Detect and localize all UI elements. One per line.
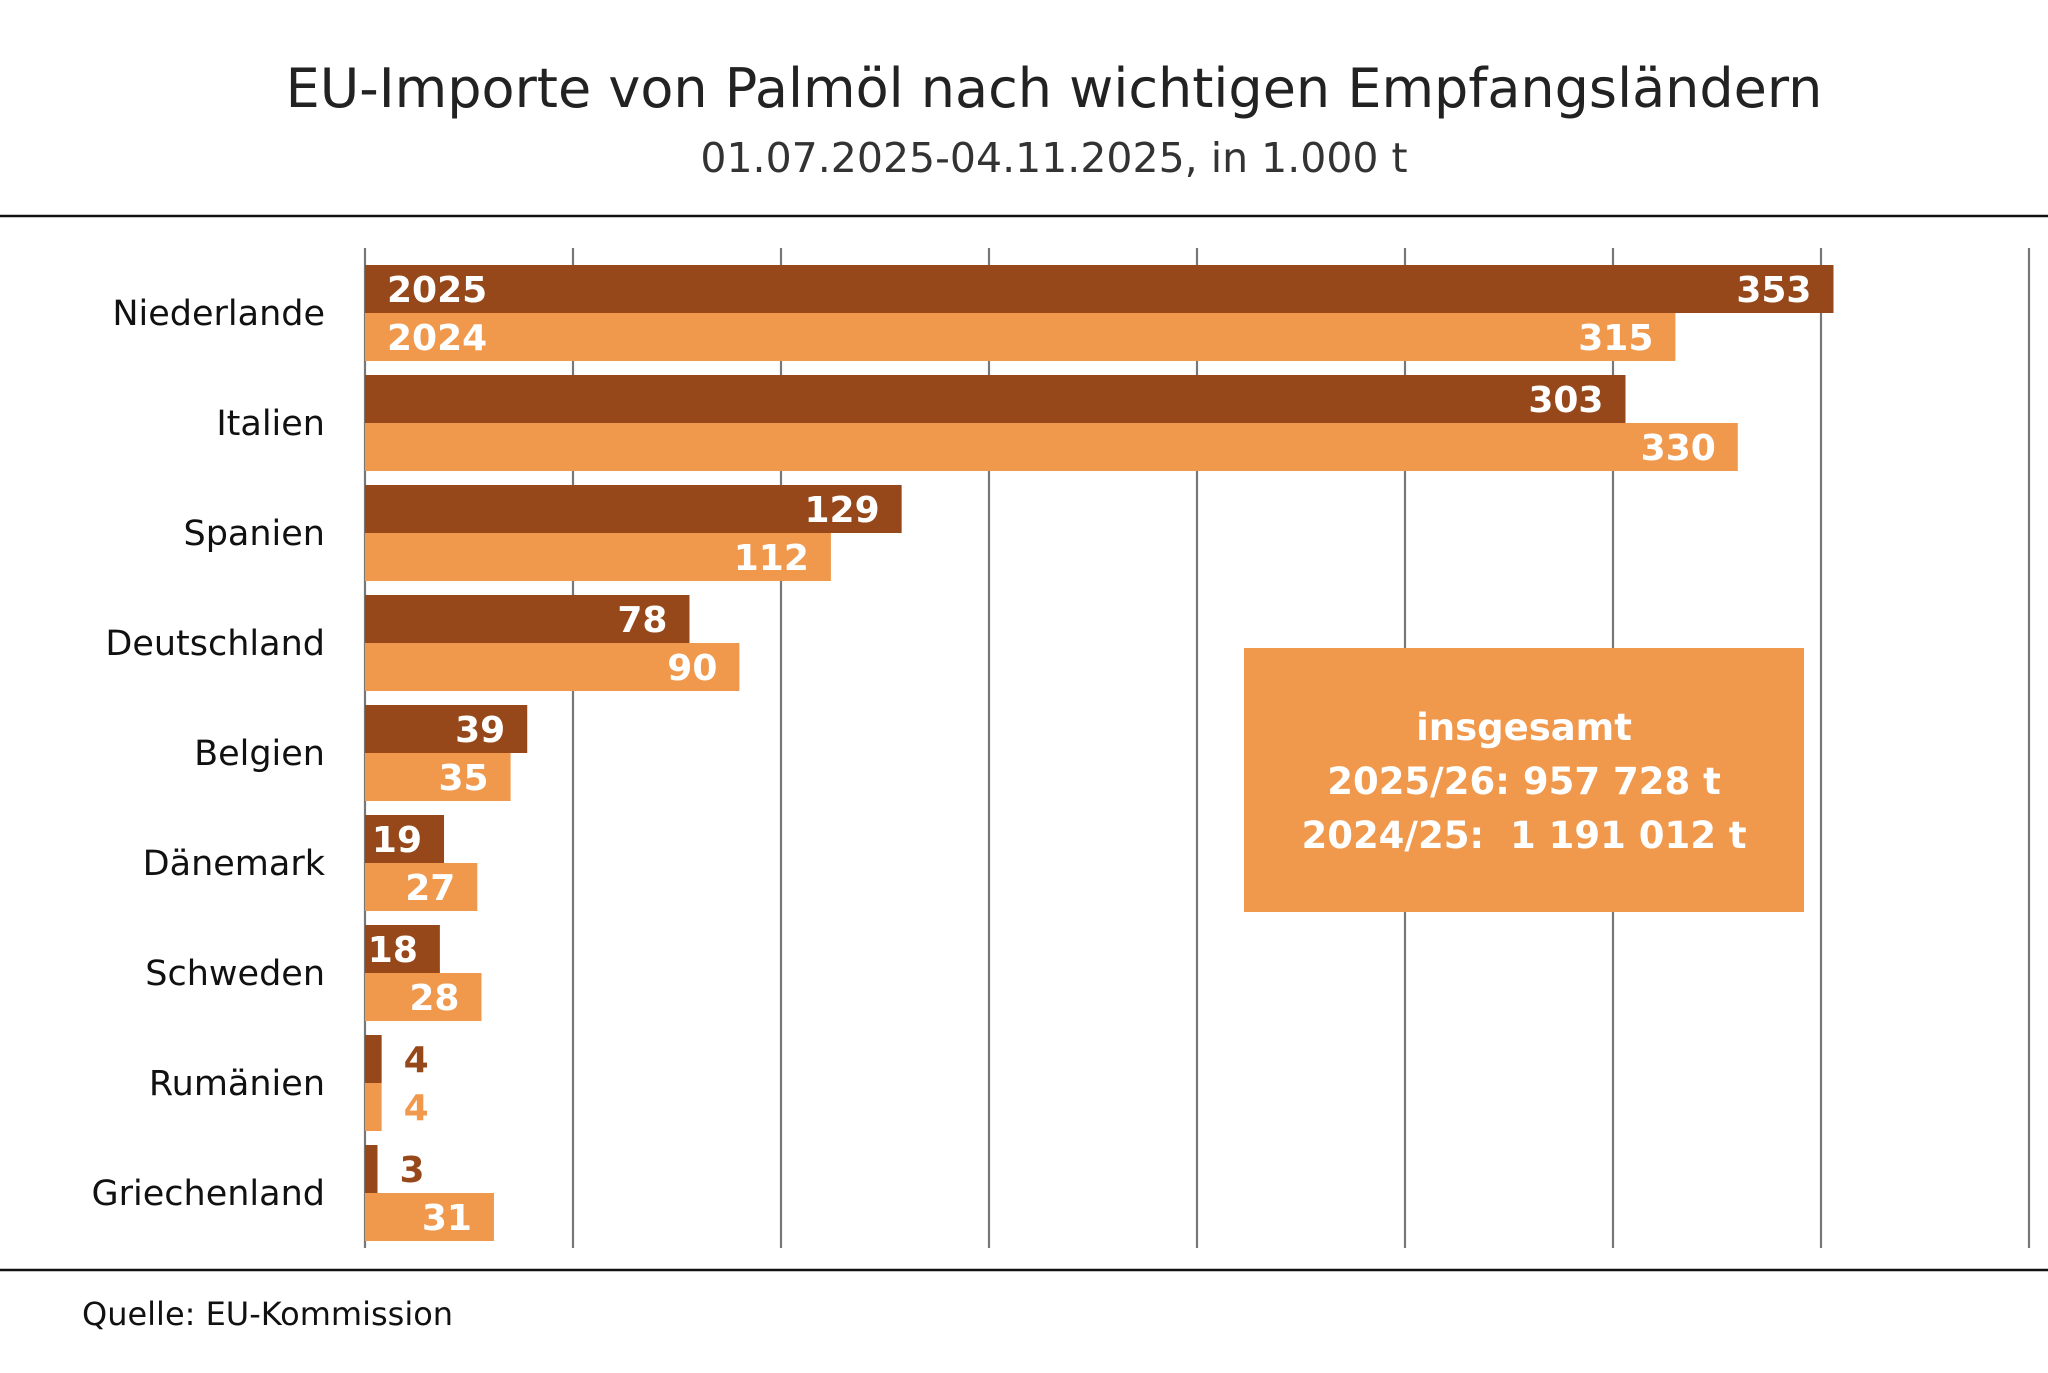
bar bbox=[365, 973, 482, 1021]
category-label: Griechenland bbox=[92, 1174, 325, 1214]
category-label: Niederlande bbox=[112, 294, 325, 334]
bar bbox=[365, 705, 528, 753]
bar bbox=[365, 1145, 378, 1193]
data-label: 78 bbox=[617, 600, 667, 641]
bar bbox=[365, 313, 1676, 361]
bar bbox=[365, 595, 690, 643]
data-label: 19 bbox=[372, 820, 422, 861]
category-label: Rumänien bbox=[149, 1064, 325, 1104]
bar bbox=[365, 863, 478, 911]
data-label: 18 bbox=[368, 930, 418, 971]
bar bbox=[365, 753, 511, 801]
data-label: 28 bbox=[409, 978, 459, 1019]
category-label: Spanien bbox=[183, 514, 325, 554]
data-label: 112 bbox=[734, 538, 809, 579]
bar bbox=[365, 533, 831, 581]
bar bbox=[365, 925, 440, 973]
data-label: 330 bbox=[1641, 428, 1716, 469]
info-box-line-1: 2025/26: 957 728 t bbox=[1327, 760, 1721, 803]
bar bbox=[365, 1035, 382, 1083]
category-labels: Niederlande Italien Spanien Deutschland Belg… bbox=[92, 294, 326, 1214]
category-label: Schweden bbox=[145, 954, 325, 994]
data-label: 129 bbox=[804, 490, 879, 531]
data-label: 303 bbox=[1528, 380, 1603, 421]
chart-subtitle: 01.07.2025-04.11.2025, in 1.000 t bbox=[700, 134, 1407, 182]
bar bbox=[365, 265, 1834, 313]
data-label: 27 bbox=[405, 868, 455, 909]
bar bbox=[365, 643, 740, 691]
data-label: 35 bbox=[438, 758, 488, 799]
source-note: Quelle: EU-Kommission bbox=[82, 1295, 453, 1333]
bar bbox=[365, 1193, 494, 1241]
data-label: 4 bbox=[404, 1040, 429, 1081]
bar bbox=[365, 1083, 382, 1131]
bar bbox=[365, 815, 445, 863]
data-label: 90 bbox=[667, 648, 717, 689]
bar bbox=[365, 485, 902, 533]
data-label: 31 bbox=[422, 1198, 472, 1239]
bar bbox=[365, 375, 1626, 423]
info-box-heading: insgesamt bbox=[1416, 706, 1632, 749]
bar bbox=[365, 423, 1738, 471]
data-label: 39 bbox=[455, 710, 505, 751]
data-label: 3 bbox=[399, 1150, 424, 1191]
data-label: 353 bbox=[1736, 270, 1811, 311]
info-box bbox=[1244, 648, 1804, 912]
chart-title: EU-Importe von Palmöl nach wichtigen Emp… bbox=[286, 57, 1823, 120]
category-label: Italien bbox=[216, 404, 325, 444]
legend-label: 2024 bbox=[387, 318, 487, 359]
category-label: Dänemark bbox=[143, 844, 326, 884]
category-label: Belgien bbox=[194, 734, 325, 774]
info-box-line-2: 2024/25: 1 191 012 t bbox=[1301, 814, 1746, 857]
category-label: Deutschland bbox=[105, 624, 325, 664]
legend-label: 2025 bbox=[387, 270, 487, 311]
data-label: 315 bbox=[1578, 318, 1653, 359]
data-label: 4 bbox=[404, 1088, 429, 1129]
